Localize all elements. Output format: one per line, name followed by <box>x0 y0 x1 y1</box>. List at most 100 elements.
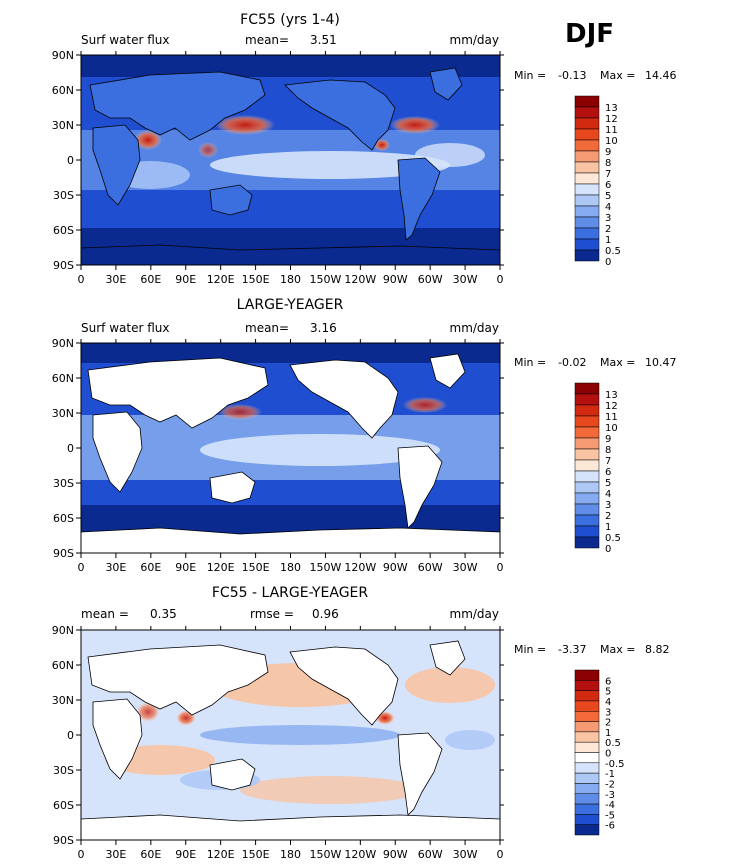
panel-1-coast-greenland <box>429 67 463 101</box>
panel-3-ytick-label: 30N <box>52 694 74 707</box>
panel-3-ytick-label: 90N <box>52 624 74 637</box>
panel-1-xtick-label: 90W <box>383 273 408 286</box>
panel-2-xtick-label: 60E <box>140 561 161 574</box>
panel-3-map <box>80 629 501 841</box>
panel-3-land-australia <box>209 758 256 791</box>
panel-1-map <box>80 54 501 266</box>
panel-2-title: LARGE-YEAGER <box>237 297 344 313</box>
panel-1-atlantic-warm <box>415 143 485 167</box>
panel-1-xtick-label: 180 <box>280 273 301 286</box>
panel-1-xtick-label: 0 <box>497 273 504 286</box>
panel-3-ytick-label: 30S <box>53 764 74 777</box>
panel-3-land-greenland <box>429 640 466 676</box>
panel-2-colorbar-box <box>574 525 600 538</box>
panel-3-title: FC55 - LARGE-YEAGER <box>212 585 369 601</box>
panel-2-colorbar-label: 5 <box>605 478 611 489</box>
panel-1-colorbar-label: 6 <box>605 180 611 191</box>
panel-2-max-value: 10.47 <box>645 356 677 369</box>
panel-1-arctic-band <box>81 55 500 77</box>
panel-1-coast-antarctica <box>80 244 501 251</box>
panel-3-land-north-america <box>289 646 399 726</box>
panel-2-gulfstream-hotspot <box>403 397 447 413</box>
panel-1-ytick-label: 0 <box>67 154 74 167</box>
panel-3-colorbar-label: 3 <box>605 707 611 718</box>
panel-2-map <box>80 342 501 554</box>
panel-2-colorbar-label: 6 <box>605 467 611 478</box>
panel-2-xtick-label: 60W <box>418 561 443 574</box>
panel-3-colorbar-label: -6 <box>605 821 615 832</box>
panel-3-min-value: -3.37 <box>558 643 586 656</box>
panel-3-ytick-label: 60S <box>53 799 74 812</box>
panel-2-mean-label: mean= <box>245 321 289 335</box>
panel-3-colorbar-label: 1 <box>605 728 611 739</box>
panel-2-colorbar-label: 0 <box>605 544 611 555</box>
panel-2-colorbar-box <box>574 503 600 516</box>
panel-3-colorbar-box <box>574 741 600 753</box>
panel-3-colorbar-box <box>574 824 600 836</box>
panel-2-colorbar-label: 12 <box>605 401 618 412</box>
panel-3-colorbar-label: -3 <box>605 790 615 801</box>
panel-3-xtick-label: 150W <box>309 848 341 861</box>
panel-2-mean-value: 3.16 <box>310 321 337 335</box>
panel-3-colorbar-label: -1 <box>605 769 615 780</box>
panel-1-max-value: 14.46 <box>645 69 677 82</box>
panel-3-colorbar-label: 6 <box>605 676 611 687</box>
panel-3-min-label: Min = <box>514 643 546 656</box>
panel-1-colorbar-label: 13 <box>605 103 618 114</box>
panel-1-colorbar-box <box>574 139 600 152</box>
panel-3-ytick-label: 0 <box>67 729 74 742</box>
panel-3-mean-label: mean = <box>81 607 129 621</box>
panel-2-ytick-label: 90S <box>53 547 74 560</box>
panel-1-colorbar-box <box>574 183 600 196</box>
panel-2-colorbar-box <box>574 470 600 483</box>
panel-2-colorbar-box <box>574 404 600 417</box>
panel-3-colorbar-box <box>574 711 600 722</box>
panel-2-land-australia <box>209 471 256 504</box>
panel-1-colorbar-box <box>574 249 600 262</box>
panel-1-xtick-label: 150E <box>242 273 270 286</box>
panel-2-colorbar-box <box>574 382 600 395</box>
panel-1-ytick-label: 30S <box>53 189 74 202</box>
panel-2-land <box>80 353 501 554</box>
panel-1-mean-value: 3.51 <box>310 33 337 47</box>
panel-3-mean-value: 0.35 <box>150 607 177 621</box>
panel-1-coast-africa <box>92 124 141 206</box>
panel-3-colorbar-box <box>574 680 600 691</box>
panel-2-colorbar-box <box>574 393 600 406</box>
panel-2-land-greenland <box>429 353 466 389</box>
panel-3-land <box>80 640 501 841</box>
panel-1-ytick-label: 60S <box>53 224 74 237</box>
panel-2-ytick-label: 30N <box>52 407 74 420</box>
panel-2-colorbar-label: 4 <box>605 489 611 500</box>
panel-1-ytick-label: 30N <box>52 119 74 132</box>
panel-3-colorbar-label: 5 <box>605 687 611 698</box>
panel-1-colorbar-label: 10 <box>605 136 618 147</box>
panel-1-xtick-label: 90E <box>175 273 196 286</box>
panel-1-colorbar-box <box>574 161 600 174</box>
panel-2: LARGE-YEAGER Surf water flux mean= 3.16 … <box>52 297 677 574</box>
panel-3-xtick-label: 120E <box>207 848 235 861</box>
panel-2-tropics-warm <box>200 434 440 466</box>
panel-3-colorbar-box <box>574 752 600 764</box>
panel-2-xtick-label: 180 <box>280 561 301 574</box>
panel-1-xtick-label: 120W <box>344 273 376 286</box>
panel-2-left-label: Surf water flux <box>81 321 169 335</box>
panel-3-colorbar-box <box>574 793 600 805</box>
panel-2-ytick-label: 60N <box>52 372 74 385</box>
panel-1-colorbar-label: 7 <box>605 169 611 180</box>
panel-3-north-atlantic-warm <box>405 667 495 703</box>
panel-2-xtick-label: 30W <box>453 561 478 574</box>
panel-1-colorbar-label: 4 <box>605 202 611 213</box>
panel-2-axes: 0 30E 60E 90E 120E 150E 180 150W 120W 90W 60W 30W 09… <box>52 337 504 574</box>
panel-3-xtick-label: 60W <box>418 848 443 861</box>
panel-1-gulfstream-hotspot <box>390 116 440 134</box>
panel-1-xtick-label: 60E <box>140 273 161 286</box>
panel-3-ytick-label: 60N <box>52 659 74 672</box>
panel-1-colorbar-label: 2 <box>605 224 611 235</box>
panel-2-min-label: Min = <box>514 356 546 369</box>
panel-2-land-antarctica <box>80 527 501 554</box>
panel-1-units: mm/day <box>450 33 500 47</box>
panel-2-colorbar-box <box>574 536 600 549</box>
